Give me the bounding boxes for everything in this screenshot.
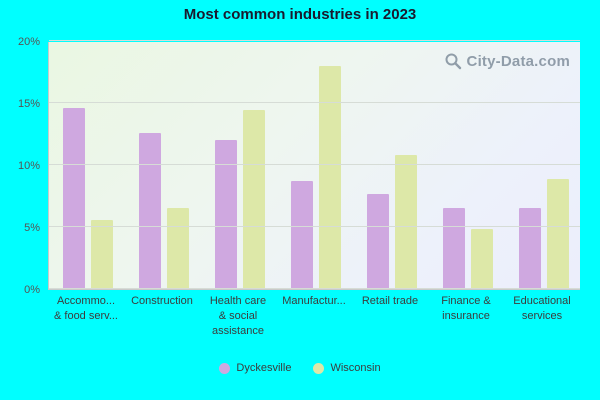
legend-swatch xyxy=(313,362,325,374)
plot-area: City-Data.com xyxy=(48,40,580,290)
x-tick-label-line: Construction xyxy=(131,295,193,307)
gridline xyxy=(49,164,580,165)
legend-item[interactable]: Dyckesville xyxy=(219,362,291,374)
x-tick-label-line: Retail trade xyxy=(361,295,419,307)
bar[interactable] xyxy=(291,181,313,289)
bar[interactable] xyxy=(547,178,569,289)
magnifier-icon xyxy=(445,53,461,70)
gridline xyxy=(49,102,580,103)
x-tick-label-line: Health care xyxy=(209,295,267,307)
bar[interactable] xyxy=(471,229,493,289)
x-tick-label: Construction xyxy=(124,294,200,309)
bars-layer xyxy=(49,42,580,289)
bar[interactable] xyxy=(167,208,189,289)
x-tick-label-line: & food serv... xyxy=(54,310,118,322)
bar-group xyxy=(429,42,505,289)
x-tick-label: Retail trade xyxy=(352,294,428,309)
y-tick-label: 20% xyxy=(17,36,40,48)
bar[interactable] xyxy=(243,110,265,289)
x-tick-label-line: & social xyxy=(218,310,258,322)
bar-group xyxy=(201,42,277,289)
x-tick-label-line: Accommo... xyxy=(56,295,116,307)
bar[interactable] xyxy=(319,65,341,289)
legend-label: Wisconsin xyxy=(330,362,381,374)
bar-group xyxy=(505,42,581,289)
legend-item[interactable]: Wisconsin xyxy=(313,362,381,374)
x-tick-label-line: Finance & xyxy=(441,295,491,307)
x-tick-label-line: Educational xyxy=(513,295,571,307)
y-axis-labels: 0% 5% 10% 15% 20% xyxy=(0,36,44,296)
bar[interactable] xyxy=(519,208,541,289)
legend-label: Dyckesville xyxy=(236,362,292,374)
legend-swatch xyxy=(219,362,231,374)
y-tick-label: 0% xyxy=(24,284,40,296)
bar-group xyxy=(277,42,353,289)
bar[interactable] xyxy=(395,155,417,289)
x-tick-label: Finance & insurance xyxy=(428,294,504,324)
bar[interactable] xyxy=(139,132,161,289)
bar[interactable] xyxy=(215,140,237,289)
gridline xyxy=(49,226,580,227)
watermark-text: City-Data.com xyxy=(466,52,570,70)
bar-group xyxy=(125,42,201,289)
bar[interactable] xyxy=(91,219,113,289)
x-tick-label: Educational services xyxy=(504,294,580,324)
x-tick-label-line: services xyxy=(521,310,563,322)
x-tick-label-line: assistance xyxy=(212,325,264,337)
chart-legend: Dyckesville Wisconsin xyxy=(0,362,600,374)
gridline xyxy=(49,288,580,289)
bar-group xyxy=(49,42,125,289)
x-tick-label: Manufactur... xyxy=(276,294,352,309)
x-tick-label-line: Manufactur... xyxy=(282,295,346,307)
gridline xyxy=(49,40,580,41)
bar[interactable] xyxy=(63,107,85,289)
x-axis-labels: Accommo... & food serv... Construction Heal… xyxy=(48,294,580,356)
chart-title: Most common industries in 2023 xyxy=(183,6,417,23)
x-tick-label-line: insurance xyxy=(442,310,490,322)
watermark: City-Data.com xyxy=(444,52,570,70)
y-tick-label: 10% xyxy=(17,160,40,172)
bar-group xyxy=(353,42,429,289)
bar[interactable] xyxy=(443,208,465,289)
y-tick-label: 5% xyxy=(24,222,40,234)
y-tick-label: 15% xyxy=(17,98,40,110)
x-tick-label: Accommo... & food serv... xyxy=(48,294,124,324)
bar[interactable] xyxy=(367,193,389,289)
x-tick-label: Health care & social assistance xyxy=(200,294,276,339)
